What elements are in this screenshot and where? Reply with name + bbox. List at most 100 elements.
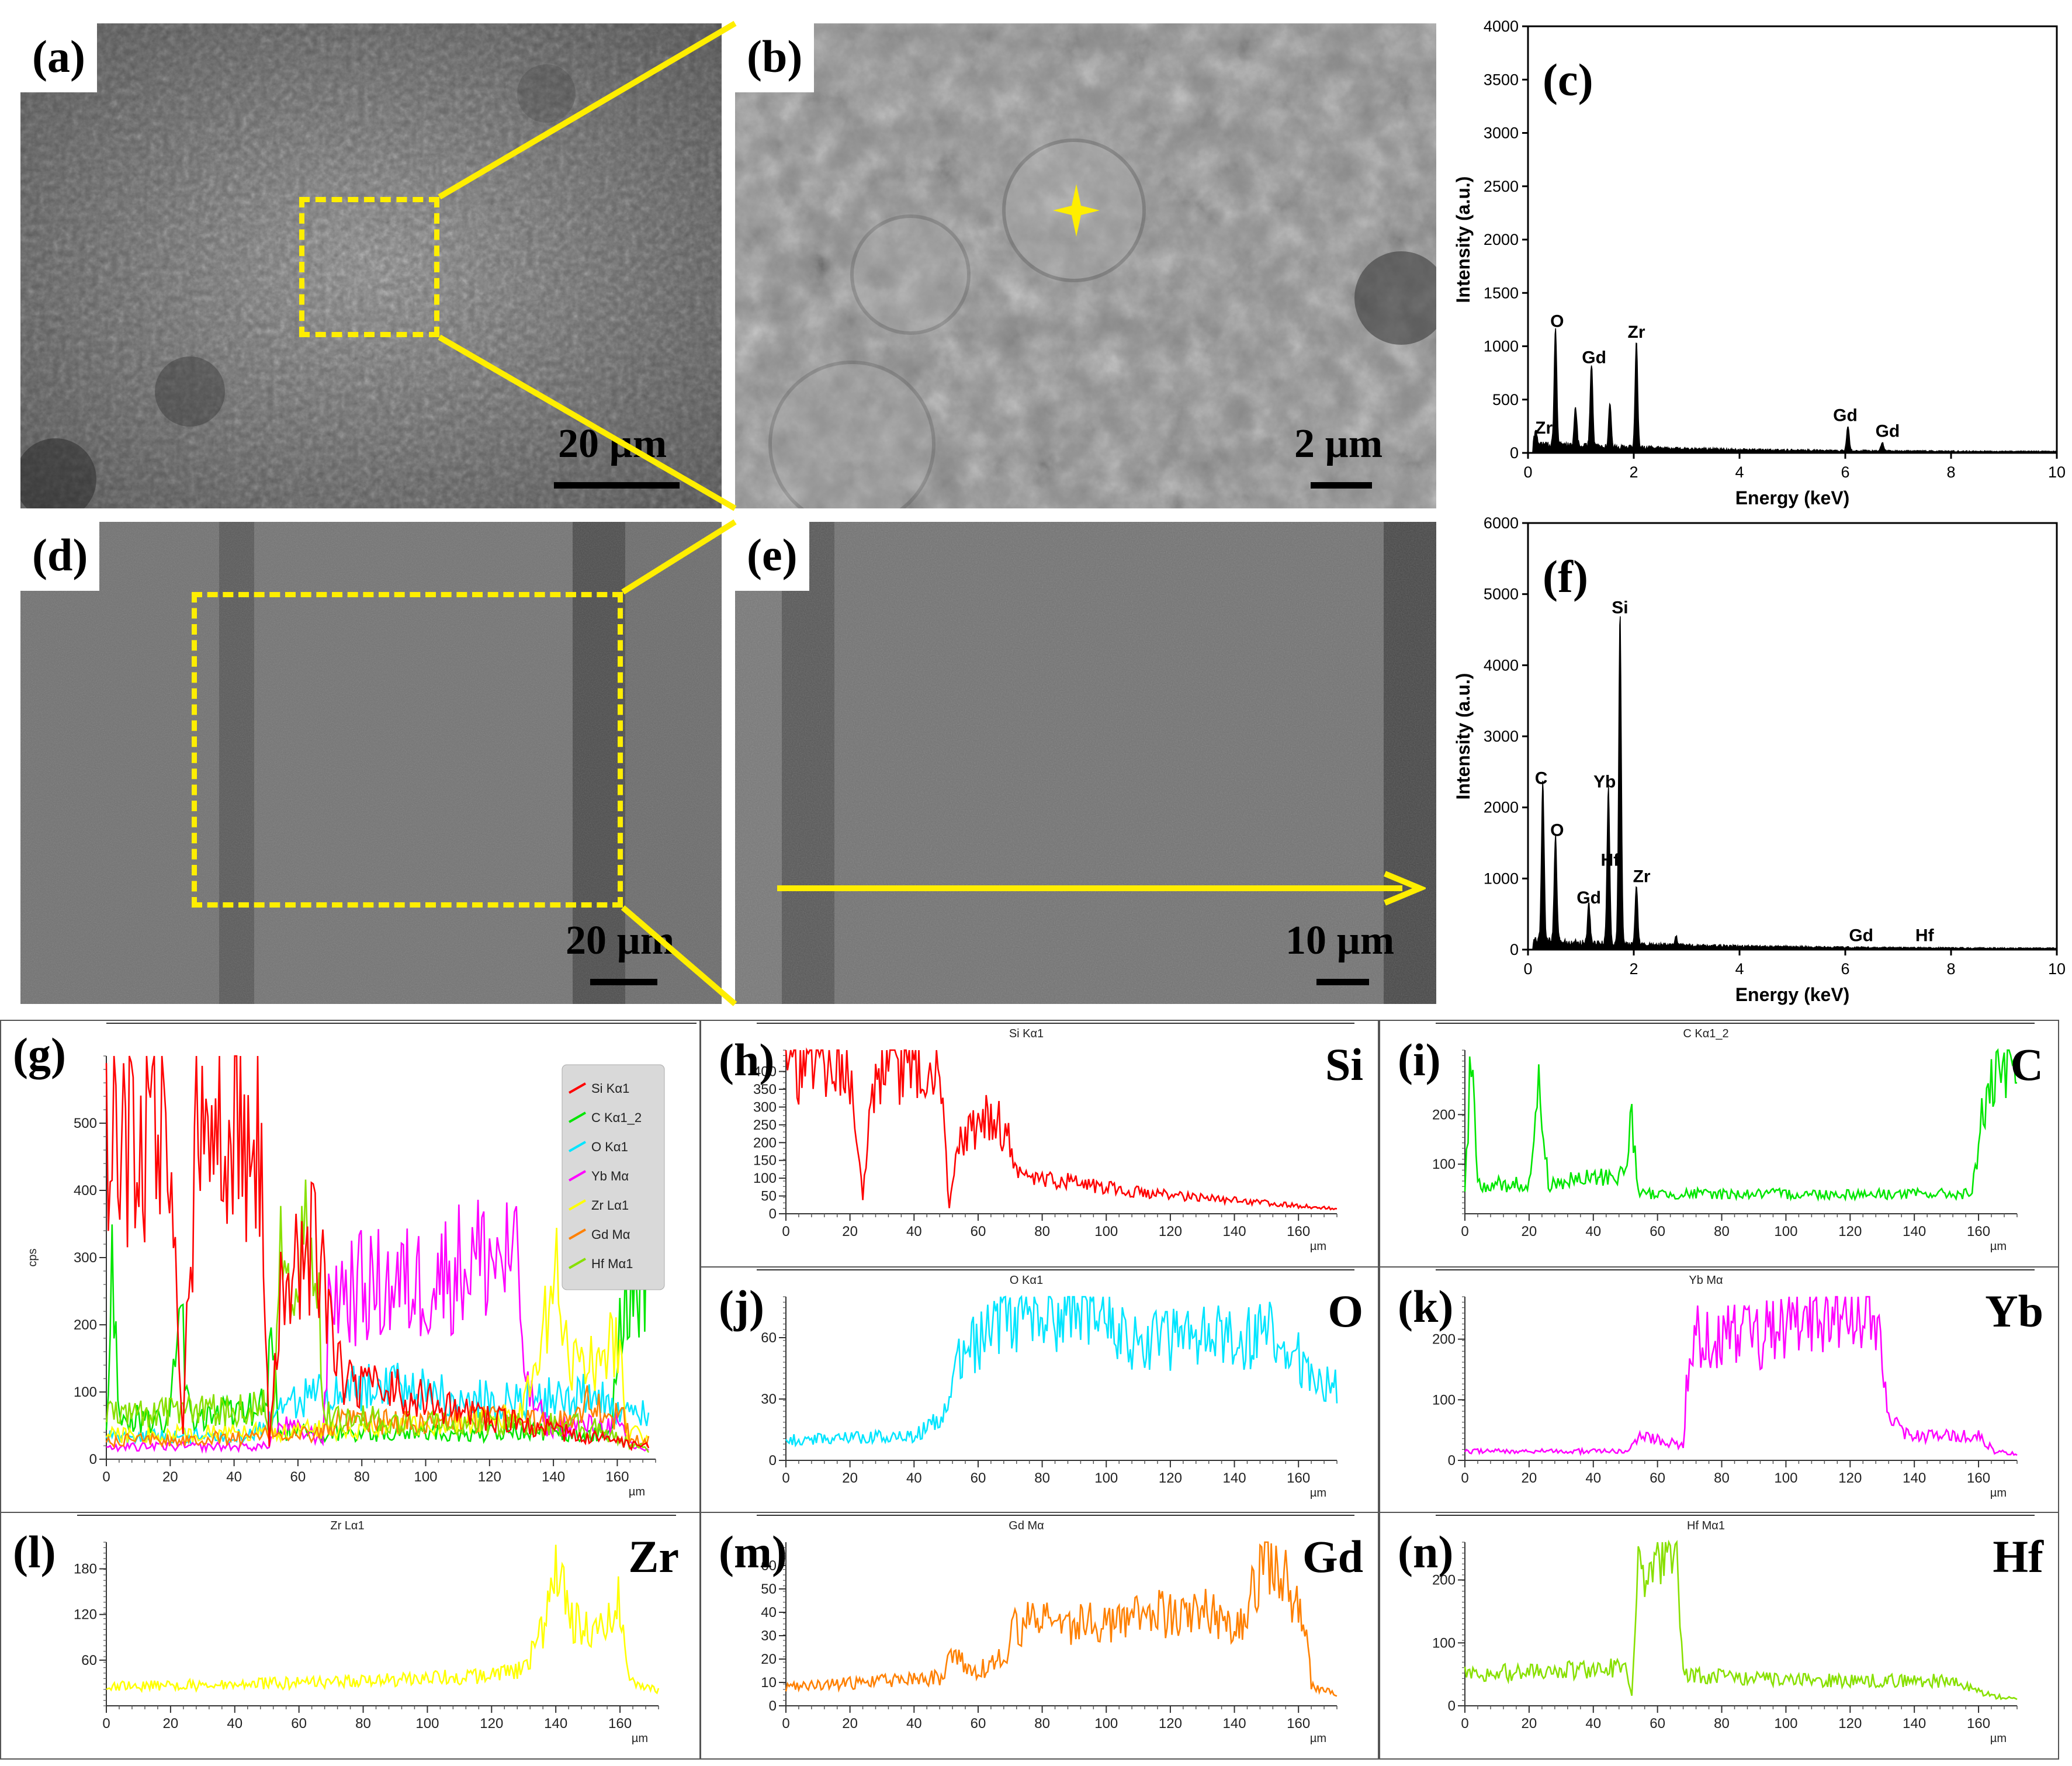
x-tick-label: 80 xyxy=(1034,1470,1050,1486)
x-tick-label: 4 xyxy=(1735,960,1744,978)
y-tick-label: 200 xyxy=(753,1135,777,1151)
scale-bar-a xyxy=(554,482,680,489)
sem-image-e xyxy=(735,522,1436,1004)
y-tick-label: 60 xyxy=(81,1653,97,1668)
y-tick-label: 3500 xyxy=(1484,71,1519,88)
panel-label-i: (i) xyxy=(1398,1034,1441,1085)
x-unit-label: µm xyxy=(629,1485,645,1498)
x-tick-label: 20 xyxy=(842,1470,858,1486)
legend-entry: Gd Mα xyxy=(591,1227,630,1242)
panel-label-k: (k) xyxy=(1398,1281,1454,1332)
legend-swatch xyxy=(569,1228,586,1240)
x-tick-label: 120 xyxy=(1159,1470,1182,1486)
x-tick-label: 140 xyxy=(1903,1470,1926,1486)
line-scan-h: Si Kα1 0 20 40 60 80 100 120 140 160 0 50 100 150 200 2… xyxy=(700,1020,1379,1268)
x-tick-label: 120 xyxy=(1838,1716,1862,1732)
line-chart-l: Zr Lα1 0 20 40 60 80 100 120 140 160 60 120 180 µm xyxy=(74,1515,676,1745)
x-tick-label: 140 xyxy=(1223,1470,1246,1486)
element-label-yb: Yb xyxy=(1985,1286,2043,1336)
x-axis-label: Energy (keV) xyxy=(1735,984,1850,1005)
x-tick-label: 20 xyxy=(163,1716,179,1732)
x-tick-label: 120 xyxy=(1838,1470,1862,1486)
y-tick-label: 200 xyxy=(1432,1573,1456,1588)
panel-label-h: (h) xyxy=(719,1034,775,1085)
overlay-trace xyxy=(105,1228,649,1446)
profile-trace xyxy=(106,1545,660,1695)
sem-image-b xyxy=(735,23,1436,508)
eds-spectrum-f: 0 1000 2000 3000 4000 5000 6000 0 2 4 6 8 10 Energy (… xyxy=(1443,508,2072,1017)
scan-title: Zr Lα1 xyxy=(330,1519,364,1532)
y-tick-label: 100 xyxy=(753,1171,777,1186)
y-tick-label: 0 xyxy=(769,1206,777,1222)
x-tick-label: 20 xyxy=(1522,1224,1537,1239)
x-tick-label: 80 xyxy=(1714,1224,1730,1239)
x-tick-label: 60 xyxy=(971,1470,986,1486)
x-tick-label: 140 xyxy=(1903,1716,1926,1732)
x-tick-label: 8 xyxy=(1946,960,1955,978)
x-tick-label: 80 xyxy=(1714,1470,1730,1486)
y-tick-label: 0 xyxy=(1510,941,1519,958)
x-unit-label: µm xyxy=(1990,1240,2007,1253)
line-chart-g: 0 20 40 60 80 100 120 140 160 0 100 200 300 400 500 µm c… xyxy=(26,1023,697,1498)
x-tick-label: 20 xyxy=(842,1716,858,1732)
y-tick-label: 2000 xyxy=(1484,799,1519,816)
y-tick-label: 100 xyxy=(1432,1156,1456,1172)
y-axis-label: Intensity (a.u.) xyxy=(1453,176,1474,303)
legend-swatch xyxy=(569,1258,586,1269)
x-tick-label: 80 xyxy=(355,1716,371,1732)
peak-label: Gd xyxy=(1582,348,1606,368)
y-tick-label: 60 xyxy=(761,1558,777,1574)
legend-entry: Hf Mα1 xyxy=(591,1256,633,1271)
panel-label-a: (a) xyxy=(20,23,97,92)
element-label-o: O xyxy=(1328,1286,1363,1336)
y-tick-label: 2500 xyxy=(1484,178,1519,195)
line-chart-k: Yb Mα 0 20 40 60 80 100 120 140 160 0 100 200 µm xyxy=(1432,1269,2035,1500)
x-tick-label: 100 xyxy=(1774,1716,1797,1732)
star-marker-icon xyxy=(1053,184,1100,237)
sem-texture-b xyxy=(735,23,1436,508)
x-tick-label: 0 xyxy=(1523,960,1532,978)
legend-swatch xyxy=(569,1141,586,1152)
x-tick-label: 80 xyxy=(1034,1716,1050,1732)
x-tick-label: 0 xyxy=(102,1469,110,1485)
line-chart-n: Hf Mα1 0 20 40 60 80 100 120 140 160 0 100 200 µm xyxy=(1432,1515,2035,1745)
scan-title: Si Kα1 xyxy=(1009,1027,1044,1040)
zoom-box-d xyxy=(192,592,623,908)
y-axis-label: Intensity (a.u.) xyxy=(1453,673,1474,800)
x-tick-label: 40 xyxy=(227,1716,242,1732)
y-tick-label: 0 xyxy=(1510,444,1519,462)
scale-text-b: 2 µm xyxy=(1294,421,1383,466)
y-tick-label: 0 xyxy=(1448,1698,1456,1714)
line-scan-n: Hf Mα1 0 20 40 60 80 100 120 140 160 0 100 200 µm (n)… xyxy=(1379,1512,2059,1760)
peak-label: Gd xyxy=(1576,888,1601,908)
sem-texture-d xyxy=(20,522,722,1004)
x-tick-label: 160 xyxy=(1967,1716,1990,1732)
x-tick-label: 40 xyxy=(906,1716,922,1732)
x-tick-label: 60 xyxy=(291,1716,307,1732)
x-tick-label: 60 xyxy=(971,1224,986,1239)
x-tick-label: 40 xyxy=(1585,1470,1601,1486)
x-tick-label: 160 xyxy=(608,1716,632,1732)
eds-chart-c: 0 500 1000 1500 2000 2500 3000 3500 4000 0 2 4 6 8 10 E… xyxy=(1453,18,2066,508)
peak-label: O xyxy=(1550,820,1564,840)
panel-label-e: (e) xyxy=(735,522,809,591)
x-tick-label: 120 xyxy=(480,1716,503,1732)
peak-label: Zr xyxy=(1633,867,1651,886)
plot-frame xyxy=(1527,25,2058,454)
y-tick-label: 100 xyxy=(1432,1635,1456,1651)
legend-entry: C Kα1_2 xyxy=(591,1110,642,1125)
x-tick-label: 160 xyxy=(605,1469,629,1485)
y-tick-label: 120 xyxy=(74,1607,97,1623)
overlay-trace xyxy=(105,1363,650,1445)
x-tick-label: 40 xyxy=(226,1469,242,1485)
eds-spectrum-c: 0 500 1000 1500 2000 2500 3000 3500 4000 0 2 4 6 8 10 E… xyxy=(1443,12,2072,520)
panel-label-f: (f) xyxy=(1543,551,1588,602)
peak-label: Zr xyxy=(1535,418,1553,438)
x-tick-label: 0 xyxy=(1461,1224,1468,1239)
line-chart-h: Si Kα1 0 20 40 60 80 100 120 140 160 0 50 100 150 200 2… xyxy=(753,1023,1354,1253)
line-scan-m: Gd Mα 0 20 40 60 80 100 120 140 160 0 10 20 30 40 50 60 µ… xyxy=(700,1512,1379,1760)
line-scan-g: 0 20 40 60 80 100 120 140 160 0 100 200 300 400 500 µm c… xyxy=(0,1020,701,1513)
scale-text-d: 20 µm xyxy=(566,918,675,963)
x-tick-label: 60 xyxy=(1650,1224,1665,1239)
eds-chart-f: 0 1000 2000 3000 4000 5000 6000 0 2 4 6 8 10 Energy (… xyxy=(1453,514,2066,1005)
